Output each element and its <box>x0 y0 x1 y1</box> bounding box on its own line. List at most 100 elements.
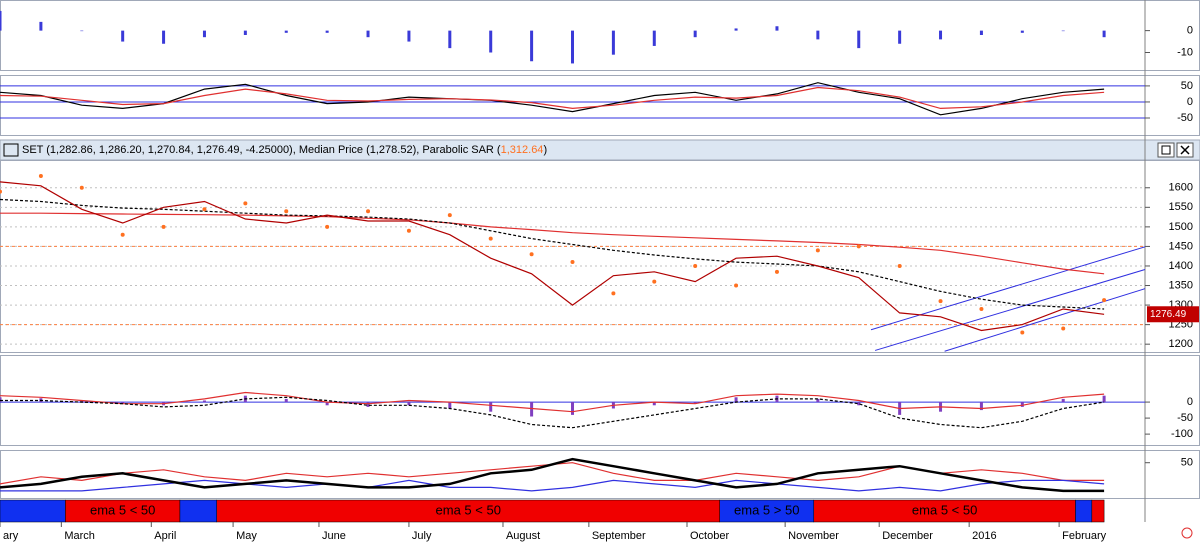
sar-dot <box>897 263 902 268</box>
sar-dot <box>815 248 820 253</box>
sar-dot <box>1102 298 1107 303</box>
histogram-bar <box>816 398 820 403</box>
y-tick-label: 50 <box>1181 80 1193 92</box>
sar-dot <box>325 224 330 229</box>
x-tick-label: June <box>322 530 346 542</box>
histogram-bar <box>407 402 411 406</box>
histogram-bar <box>857 30 861 49</box>
histogram-bar <box>734 28 738 31</box>
y-tick-label: -10 <box>1177 46 1193 58</box>
histogram-bar <box>693 30 697 38</box>
sar-dot <box>979 306 984 311</box>
sar-dot <box>366 209 371 214</box>
histogram-bar <box>243 30 247 35</box>
series-icon <box>3 143 19 157</box>
trend-segment <box>0 499 66 523</box>
histogram-bar <box>1020 402 1024 407</box>
histogram-bar <box>571 30 574 64</box>
y-tick-label: 0 <box>1187 396 1193 408</box>
y-tick-label: 1200 <box>1169 338 1193 350</box>
sar-dot <box>611 291 616 296</box>
x-tick-label: September <box>592 530 646 542</box>
histogram-bar <box>1102 30 1106 38</box>
channel-line <box>870 246 1146 331</box>
histogram-bar <box>121 30 125 42</box>
window-buttons[interactable] <box>1157 142 1194 158</box>
sar-dot <box>1020 330 1025 335</box>
series-line <box>0 391 1105 413</box>
sar-dot <box>202 207 207 212</box>
x-tick-label: March <box>64 530 95 542</box>
histogram-bar <box>325 402 329 406</box>
histogram-bar <box>939 30 943 40</box>
channel-line <box>944 288 1146 352</box>
y-tick-label: -50 <box>1177 412 1193 424</box>
sar-dot <box>161 224 166 229</box>
sar-dot <box>693 263 698 268</box>
trend-label: ema 5 > 50 <box>734 502 799 517</box>
trend-label: ema 5 < 50 <box>436 502 501 517</box>
x-tick-label: May <box>236 530 257 542</box>
trend-segment <box>179 499 217 523</box>
maximize-button[interactable] <box>1157 142 1175 158</box>
y-tick-label: 1550 <box>1169 201 1193 213</box>
histogram-bar <box>979 30 983 35</box>
histogram-bar <box>325 30 329 33</box>
histogram-bar <box>0 397 2 403</box>
sar-dot <box>734 283 739 288</box>
trend-label: ema 5 < 50 <box>912 502 977 517</box>
x-tick-label: 2016 <box>972 530 996 542</box>
histogram-bar <box>489 30 493 53</box>
histogram-bar <box>1061 30 1065 32</box>
histogram-bar <box>1061 398 1065 403</box>
histogram-bar <box>775 26 779 31</box>
title-end: ) <box>543 144 547 156</box>
x-tick-label: February <box>1062 530 1107 542</box>
histogram-bar <box>0 10 2 31</box>
x-tick-label: December <box>882 530 933 542</box>
histogram-bar <box>898 30 902 44</box>
histogram-bar <box>530 402 534 417</box>
title-value: 1,312.64 <box>501 144 544 156</box>
series-line <box>0 396 1105 429</box>
histogram-bar <box>1102 395 1106 403</box>
sar-dot <box>284 209 289 214</box>
x-tick-label: November <box>788 530 839 542</box>
panel-title: SET (1,282.86, 1,286.20, 1,270.84, 1,276… <box>22 144 547 156</box>
y-tick-label: -50 <box>1177 112 1193 124</box>
x-tick-label: October <box>690 530 729 542</box>
histogram-bar <box>366 30 370 38</box>
series-line <box>0 181 1105 332</box>
sar-dot <box>856 244 861 249</box>
histogram-bar <box>202 400 206 403</box>
y-tick-label: 1600 <box>1169 182 1193 194</box>
sar-dot <box>652 279 657 284</box>
histogram-bar <box>530 30 534 62</box>
x-tick-label: August <box>506 530 540 542</box>
histogram-bar <box>979 402 983 411</box>
y-tick-label: 1350 <box>1169 279 1193 291</box>
series-line <box>0 86 1105 110</box>
y-tick-label: 50 <box>1181 457 1193 469</box>
series-line <box>0 198 1105 310</box>
histogram-bar <box>39 21 43 31</box>
x-tick-label: ary <box>3 530 19 542</box>
x-tick-label: July <box>412 530 432 542</box>
series-line <box>0 212 1105 275</box>
sar-dot <box>79 185 84 190</box>
y-tick-label: 0 <box>1187 25 1193 37</box>
sar-dot <box>774 269 779 274</box>
histogram-bar <box>652 30 656 46</box>
histogram-bar <box>1020 30 1024 33</box>
y-tick-label: 1400 <box>1169 260 1193 272</box>
histogram-bar <box>734 397 738 403</box>
status-icon <box>1181 527 1193 539</box>
histogram-bar <box>284 30 288 33</box>
y-tick-label: 1500 <box>1169 221 1193 233</box>
histogram-bar <box>80 30 84 32</box>
sar-dot <box>120 232 125 237</box>
histogram-bar <box>693 402 697 404</box>
histogram-bar <box>121 402 125 404</box>
histogram-bar <box>652 402 656 406</box>
